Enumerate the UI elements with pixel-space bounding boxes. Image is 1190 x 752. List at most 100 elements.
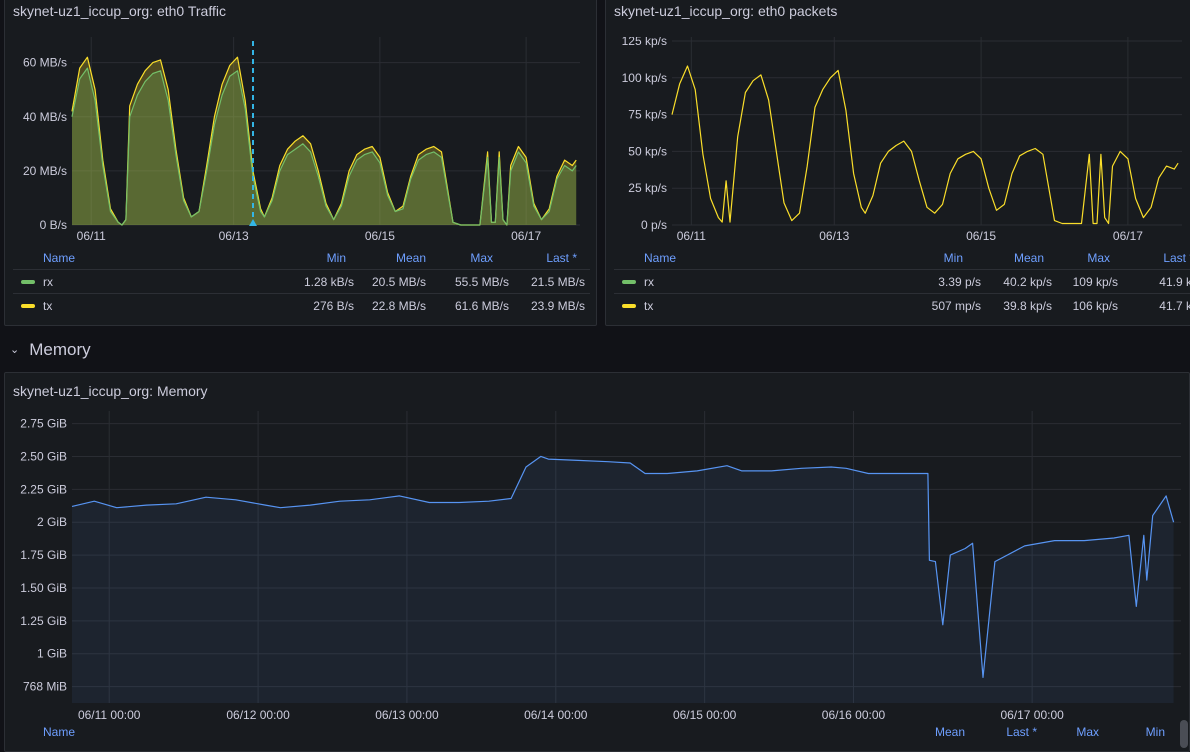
x-tick-label: 06/13 <box>219 229 249 243</box>
y-tick-label: 2 GiB <box>37 515 67 529</box>
memory-legend-header: Name Mean Last * Max Min <box>5 725 1189 743</box>
y-tick-label: 20 MB/s <box>23 164 67 178</box>
legend-mean-value: 22.8 MB/s <box>371 299 426 313</box>
x-tick-label: 06/15 00:00 <box>673 708 737 722</box>
y-tick-label: 60 MB/s <box>23 56 67 70</box>
legend-header-last[interactable]: Last * <box>1006 725 1037 739</box>
x-tick-label: 06/17 00:00 <box>1000 708 1064 722</box>
legend-last-value: 23.9 MB/s <box>530 299 585 313</box>
legend-min-value: 276 B/s <box>313 299 354 313</box>
x-tick-label: 06/17 <box>511 229 541 243</box>
x-tick-label: 06/15 <box>966 229 996 243</box>
x-tick-label: 06/13 <box>819 229 849 243</box>
scrollbar-thumb[interactable] <box>1180 720 1188 748</box>
packets-chart[interactable]: 0 p/s 25 kp/s 50 kp/s 75 kp/s 100 kp/s 125 kp… <box>606 37 1190 287</box>
legend-max-value: 109 kp/s <box>1072 275 1118 289</box>
packets-legend-header: Name Min Mean Max Last * <box>606 251 1190 269</box>
y-tick-label: 0 p/s <box>641 218 667 232</box>
y-tick-label: 768 MiB <box>23 680 67 694</box>
x-tick-label: 06/12 00:00 <box>226 708 290 722</box>
legend-header-max[interactable]: Max <box>1087 251 1110 265</box>
x-tick-label: 06/13 00:00 <box>375 708 439 722</box>
memory-row-title: Memory <box>29 340 91 359</box>
legend-header-min[interactable]: Min <box>326 251 346 265</box>
x-tick-label: 06/16 00:00 <box>822 708 886 722</box>
y-tick-label: 40 MB/s <box>23 110 67 124</box>
series-line-rx <box>71 67 577 226</box>
series-area-rx <box>72 68 577 225</box>
chevron-down-icon[interactable]: ⌄ <box>10 344 20 356</box>
legend-last-value: 41.7 kp/s <box>1159 299 1190 313</box>
legend-series-name: tx <box>644 299 654 313</box>
y-tick-label: 0 B/s <box>40 218 67 232</box>
legend-row-tx[interactable]: tx 276 B/s 22.8 MB/s 61.6 MB/s 23.9 MB/s <box>13 293 590 318</box>
legend-header-mean[interactable]: Mean <box>1013 251 1044 265</box>
legend-header-mean[interactable]: Mean <box>934 725 965 739</box>
memory-panel: skynet-uz1_iccup_org: Memory 768 MiB 1 Gi… <box>4 372 1190 752</box>
y-tick-label: 2.50 GiB <box>20 449 67 463</box>
legend-header-max[interactable]: Max <box>1076 725 1099 739</box>
legend-header-min[interactable]: Min <box>1145 725 1165 739</box>
legend-series-name: rx <box>43 275 53 289</box>
legend-row-tx[interactable]: tx 507 mp/s 39.8 kp/s 106 kp/s 41.7 kp/s <box>614 293 1190 318</box>
legend-header-last[interactable]: Last * <box>546 251 577 265</box>
x-tick-label: 06/11 00:00 <box>78 708 141 722</box>
legend-last-value: 41.9 kp/s <box>1159 275 1190 289</box>
series-line-tx <box>671 65 1179 225</box>
y-tick-label: 125 kp/s <box>622 37 667 48</box>
legend-row-rx[interactable]: rx 1.28 kB/s 20.5 MB/s 55.5 MB/s 21.5 MB… <box>13 269 590 294</box>
rx-color-swatch[interactable] <box>21 280 35 284</box>
y-tick-label: 100 kp/s <box>622 71 667 85</box>
series-line-memory <box>71 455 1175 678</box>
x-tick-label: 06/17 <box>1113 229 1143 243</box>
legend-header-mean[interactable]: Mean <box>395 251 426 265</box>
traffic-panel: skynet-uz1_iccup_org: eth0 Traffic 0 B/s… <box>4 0 597 326</box>
y-tick-label: 25 kp/s <box>628 181 667 195</box>
legend-mean-value: 40.2 kp/s <box>1003 275 1052 289</box>
y-tick-label: 2.75 GiB <box>20 417 67 431</box>
traffic-chart[interactable]: 0 B/s 20 MB/s 40 MB/s 60 MB/s 06/11 06/13 06/1… <box>5 37 597 287</box>
traffic-legend-header: Name Min Mean Max Last * <box>5 251 596 269</box>
memory-panel-title[interactable]: skynet-uz1_iccup_org: Memory <box>13 383 208 399</box>
x-tick-label: 06/14 00:00 <box>524 708 588 722</box>
tx-color-swatch[interactable] <box>622 304 636 308</box>
memory-row-header[interactable]: ⌄ Memory <box>10 338 91 362</box>
legend-mean-value: 39.8 kp/s <box>1003 299 1052 313</box>
tx-color-swatch[interactable] <box>21 304 35 308</box>
legend-mean-value: 20.5 MB/s <box>371 275 426 289</box>
y-tick-label: 50 kp/s <box>628 144 667 158</box>
rx-color-swatch[interactable] <box>622 280 636 284</box>
legend-last-value: 21.5 MB/s <box>530 275 585 289</box>
legend-header-max[interactable]: Max <box>470 251 493 265</box>
legend-min-value: 507 mp/s <box>931 299 981 313</box>
legend-header-min[interactable]: Min <box>943 251 963 265</box>
packets-panel-title[interactable]: skynet-uz1_iccup_org: eth0 packets <box>614 3 838 19</box>
x-tick-label: 06/11 <box>77 229 106 243</box>
legend-header-name[interactable]: Name <box>644 251 677 265</box>
crosshair-marker-icon <box>249 219 257 226</box>
y-tick-label: 1.75 GiB <box>20 548 67 562</box>
y-tick-label: 1.50 GiB <box>20 581 67 595</box>
series-area-memory <box>72 456 1174 703</box>
legend-header-last[interactable]: Last * <box>1163 251 1190 265</box>
series-area-tx <box>72 57 577 226</box>
y-tick-label: 75 kp/s <box>628 108 667 122</box>
y-tick-label: 2.25 GiB <box>20 482 67 496</box>
legend-series-name: tx <box>43 299 53 313</box>
legend-series-name: rx <box>644 275 654 289</box>
packets-panel: skynet-uz1_iccup_org: eth0 packets 0 p/s… <box>605 0 1190 326</box>
legend-max-value: 106 kp/s <box>1072 299 1118 313</box>
legend-max-value: 55.5 MB/s <box>454 275 509 289</box>
traffic-panel-title[interactable]: skynet-uz1_iccup_org: eth0 Traffic <box>13 3 226 19</box>
legend-header-name[interactable]: Name <box>43 251 76 265</box>
y-tick-label: 1.25 GiB <box>20 614 67 628</box>
legend-min-value: 3.39 p/s <box>938 275 981 289</box>
legend-max-value: 61.6 MB/s <box>454 299 509 313</box>
memory-chart[interactable]: 768 MiB 1 GiB 1.25 GiB 1.50 GiB 1.75 GiB 2 Gi… <box>5 411 1190 731</box>
legend-min-value: 1.28 kB/s <box>303 275 354 289</box>
legend-row-rx[interactable]: rx 3.39 p/s 40.2 kp/s 109 kp/s 41.9 kp/s <box>614 269 1190 294</box>
x-tick-label: 06/15 <box>365 229 395 243</box>
y-tick-label: 1 GiB <box>37 647 67 661</box>
x-tick-label: 06/11 <box>677 229 706 243</box>
legend-header-name[interactable]: Name <box>43 725 76 739</box>
